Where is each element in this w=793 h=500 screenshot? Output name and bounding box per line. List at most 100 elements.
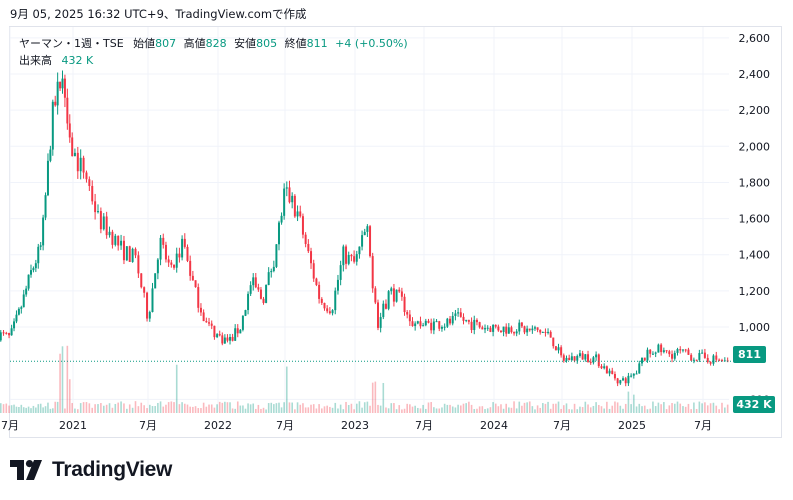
candle-body [638,363,641,374]
candle-body [342,246,345,266]
volume-bar [30,408,32,413]
candle-body [513,332,516,334]
volume-bar [91,407,94,413]
candle-body [443,326,446,328]
volume-bar [682,406,684,413]
x-tick-label: 2021 [59,419,87,432]
volume-bar [409,404,411,413]
volume-bar [5,403,8,413]
candle-body [470,321,473,331]
volume-bar [249,404,252,413]
volume-bar [592,405,595,413]
candle-body [291,195,294,203]
candle-body [363,231,366,236]
volume-bar [502,408,505,413]
volume-bar [128,404,131,413]
candle-body [162,237,165,245]
candle-body [97,211,99,213]
candle-body [229,336,232,341]
x-tick-label: 7月 [1,419,19,432]
volume-bar [102,405,105,413]
volume-bar [611,405,614,413]
volume-bar [216,404,218,413]
volume-bar [718,409,720,413]
candle-body [584,354,587,360]
volume-bar [414,405,416,413]
volume-bar [353,409,355,413]
candle-body [361,235,364,247]
candle-body [216,334,219,338]
volume-label: 出来高 [19,54,52,67]
candle-body [213,325,216,338]
candle-body [2,332,5,334]
high-value: 828 [205,37,227,50]
volume-bar [539,407,542,413]
open-value: 807 [155,37,177,50]
candle-body [51,101,54,150]
volume-bar [167,402,170,413]
candle-body [435,321,438,323]
volume-bar [254,408,257,413]
volume-bar [361,407,363,413]
candle-body [526,328,529,333]
candle-body [379,317,382,328]
volume-bar [165,404,167,413]
volume-bar [44,406,47,413]
volume-bar [355,403,358,413]
candle-body [510,327,513,333]
candle-body [249,285,252,294]
x-tick-label: 7月 [553,419,571,432]
candle-body [288,187,291,203]
candle-body [605,366,608,374]
candle-body [419,321,422,327]
candle-body [307,243,310,252]
volume-bar [315,408,318,413]
candle-body [30,270,32,275]
candle-body [440,327,443,329]
candle-body [539,329,542,333]
volume-bar [704,402,706,413]
candle-body [486,327,489,329]
volume-bar [377,404,379,413]
volume-bar [510,407,513,413]
candle-body [718,359,721,361]
volume-bar [35,407,37,413]
volume-bar [549,408,552,413]
candle-body [304,234,307,244]
volume-bar [267,403,270,413]
volume-bar [486,408,489,413]
volume-bar [296,402,299,413]
volume-bar [74,408,76,413]
candle-body [408,314,411,322]
candle-body [0,332,2,341]
candle-body [366,226,369,232]
volume-bar [140,402,143,413]
volume-bar [97,404,99,413]
candle-body [181,238,184,258]
change-value: +4 (+0.50%) [335,37,408,50]
candle-body [241,315,244,330]
volume-bar [459,405,462,413]
candle-body [353,256,356,262]
candle-body [22,294,25,308]
tradingview-logo-icon [10,460,42,480]
volume-bar [624,403,627,413]
volume-bar [430,402,432,413]
candle-body [557,347,560,351]
volume-bar [200,408,202,413]
volume-bar [221,402,224,413]
candle-body [44,195,47,218]
candle-body [507,327,510,334]
volume-bar [39,403,42,413]
candle-body [459,312,462,317]
volume-bar [350,403,353,413]
tradingview-logo[interactable]: TradingView [10,458,172,482]
candle-body [275,244,278,267]
last-volume-badge: 432 K [733,396,775,413]
candle-body [331,310,334,314]
volume-bar [505,403,508,413]
candle-body [122,240,125,261]
volume-bar [213,407,216,413]
volume-bar [508,407,510,413]
